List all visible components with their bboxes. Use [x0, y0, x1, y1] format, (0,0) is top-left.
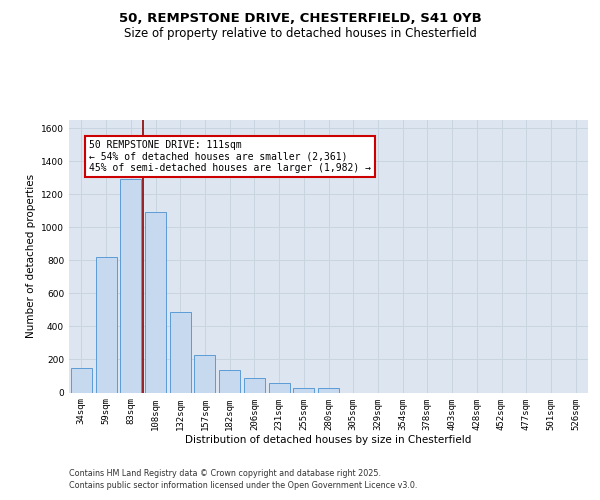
Text: 50 REMPSTONE DRIVE: 111sqm
← 54% of detached houses are smaller (2,361)
45% of s: 50 REMPSTONE DRIVE: 111sqm ← 54% of deta…	[89, 140, 371, 173]
Bar	[269, 384, 290, 392]
Text: Size of property relative to detached houses in Chesterfield: Size of property relative to detached ho…	[124, 28, 476, 40]
X-axis label: Distribution of detached houses by size in Chesterfield: Distribution of detached houses by size …	[185, 435, 472, 445]
Bar	[194, 354, 215, 393]
Y-axis label: Number of detached properties: Number of detached properties	[26, 174, 35, 338]
Bar	[170, 312, 191, 392]
Bar	[71, 368, 92, 392]
Bar	[120, 180, 141, 392]
Bar	[95, 257, 116, 392]
Bar	[219, 370, 240, 392]
Text: 50, REMPSTONE DRIVE, CHESTERFIELD, S41 0YB: 50, REMPSTONE DRIVE, CHESTERFIELD, S41 0…	[119, 12, 481, 26]
Text: Contains HM Land Registry data © Crown copyright and database right 2025.: Contains HM Land Registry data © Crown c…	[69, 468, 381, 477]
Bar	[244, 378, 265, 392]
Bar	[293, 388, 314, 392]
Bar	[318, 388, 339, 392]
Bar	[145, 212, 166, 392]
Text: Contains public sector information licensed under the Open Government Licence v3: Contains public sector information licen…	[69, 481, 418, 490]
